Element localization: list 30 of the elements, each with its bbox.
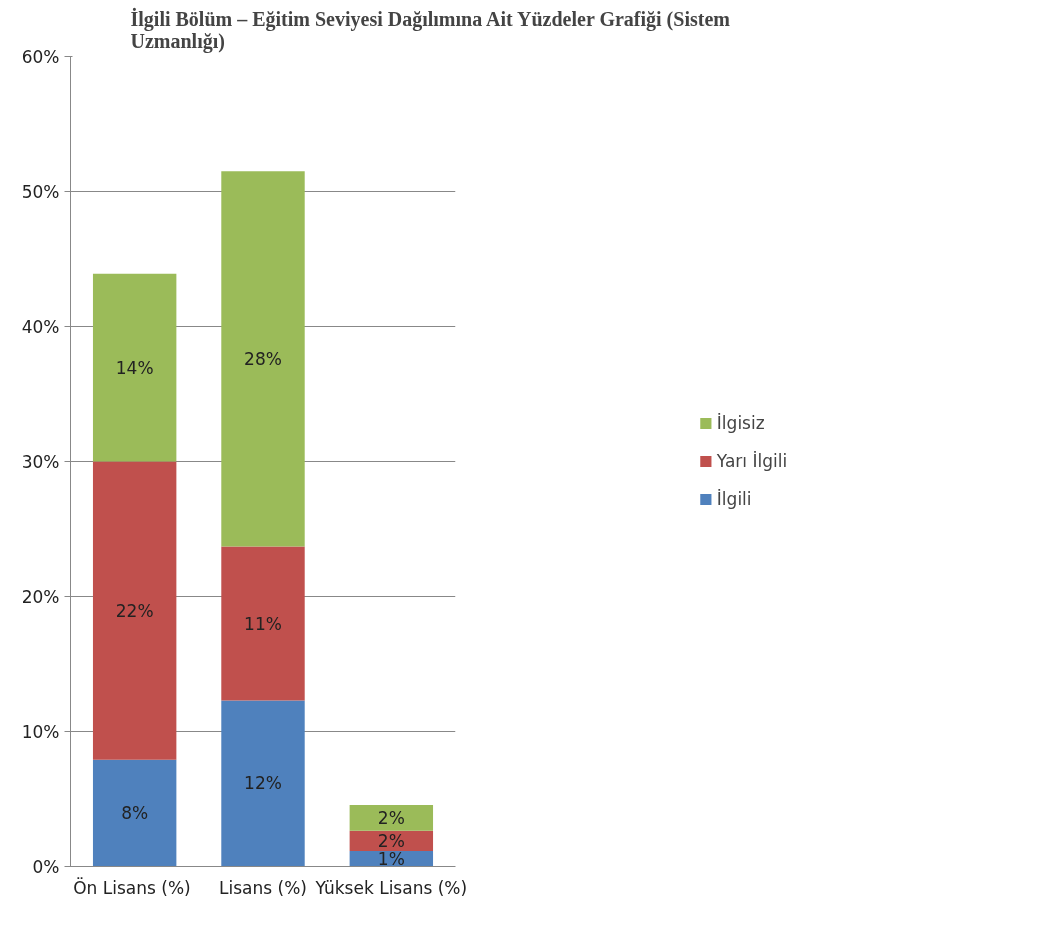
bar bbox=[349, 805, 434, 831]
bar bbox=[221, 700, 305, 867]
legend-label: İlgili bbox=[716, 489, 752, 509]
x-tick-label: Lisans (%) bbox=[219, 877, 307, 898]
data-label: 11% bbox=[244, 613, 282, 634]
data-label: 28% bbox=[244, 348, 282, 369]
y-tick-label: 30% bbox=[21, 451, 60, 472]
legend-label: Yarı İlgili bbox=[716, 451, 788, 471]
data-label: 14% bbox=[115, 357, 154, 378]
y-tick-label: 40% bbox=[21, 316, 60, 337]
y-tick-label: 50% bbox=[21, 181, 60, 202]
bar bbox=[221, 546, 305, 701]
x-tick-label: Ön Lisans (%) bbox=[73, 876, 191, 898]
bar bbox=[221, 171, 305, 547]
y-tick-label: 0% bbox=[32, 856, 60, 877]
chart-title: İlgili Bölüm – Eğitim Seviyesi Dağılımına Ait Yüzdeler Grafiği (Sistem Uzmanlığı) bbox=[130, 6, 731, 53]
legend-label: İlgisiz bbox=[716, 413, 765, 433]
data-label: 2% bbox=[377, 830, 405, 851]
data-label: 8% bbox=[121, 803, 149, 824]
data-label: 12% bbox=[244, 773, 282, 794]
y-tick-label: 60% bbox=[21, 46, 60, 67]
data-label: 1% bbox=[377, 848, 405, 869]
y-tick-label: 10% bbox=[21, 721, 60, 742]
y-tick-label: 20% bbox=[21, 586, 60, 607]
bar bbox=[92, 461, 177, 760]
bar bbox=[92, 759, 177, 867]
bar bbox=[92, 273, 177, 462]
data-label: 2% bbox=[377, 807, 405, 828]
data-label: 22% bbox=[115, 600, 154, 621]
x-tick-label: Yüksek Lisans (%) bbox=[314, 877, 468, 898]
